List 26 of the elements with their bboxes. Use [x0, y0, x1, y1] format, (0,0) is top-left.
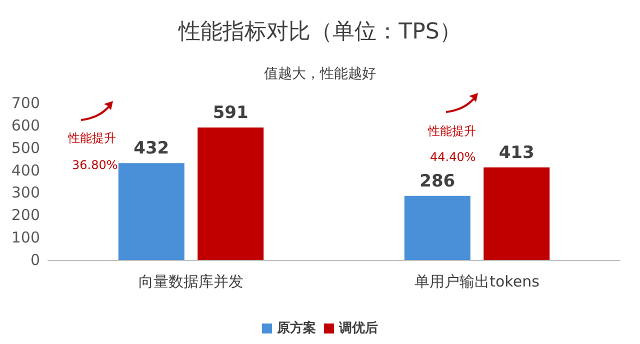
data-label: 432 — [134, 138, 170, 159]
chart-title: 性能指标对比（单位：TPS） — [178, 20, 462, 44]
data-label: 286 — [420, 171, 456, 192]
data-label: 591 — [212, 102, 248, 123]
legend-label: 调优后 — [338, 320, 378, 336]
y-tick-label: 200 — [11, 206, 40, 224]
x-tick-label: 向量数据库并发 — [138, 272, 244, 290]
bar — [198, 127, 264, 260]
chart-subtitle: 值越大，性能越好 — [264, 66, 376, 82]
y-tick-label: 400 — [11, 161, 40, 180]
y-tick-label: 700 — [11, 94, 40, 112]
annotation: 44.40% — [430, 150, 476, 164]
bar — [404, 196, 470, 260]
annotation: 36.80% — [72, 158, 118, 172]
legend-label: 原方案 — [276, 320, 316, 336]
annotation: 性能提升 — [67, 131, 116, 145]
x-tick-label: 单用户输出tokens — [414, 272, 540, 290]
y-tick-label: 600 — [11, 116, 40, 134]
y-tick-label: 500 — [11, 138, 40, 157]
data-label: 413 — [498, 142, 534, 163]
bar — [118, 163, 184, 260]
bar — [484, 167, 550, 260]
annotation: 性能提升 — [427, 124, 476, 138]
y-tick-label: 300 — [11, 184, 40, 202]
y-tick-label: 100 — [11, 228, 40, 247]
y-tick-label: 0 — [30, 251, 40, 269]
